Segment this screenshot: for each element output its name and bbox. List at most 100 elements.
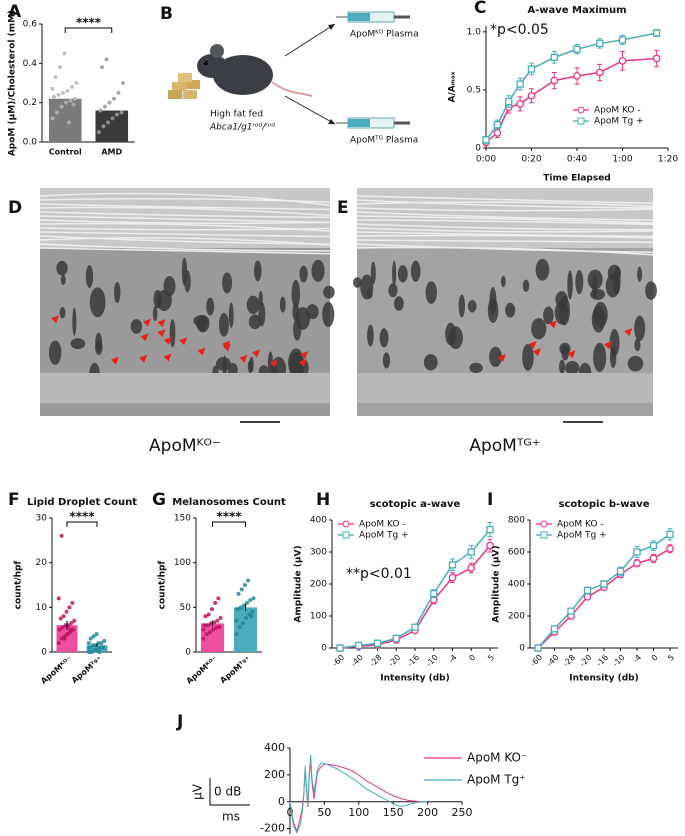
syringe-fluid [348, 13, 370, 21]
significance-label: **** [216, 510, 242, 524]
x-tick-label: 1:20 [658, 155, 678, 165]
tissue-fiber [39, 247, 331, 255]
y-tick-label: 0 [278, 795, 285, 808]
melanosome [370, 261, 376, 285]
mouse-tail [271, 81, 313, 97]
y-tick-label: 100 [310, 612, 327, 622]
data-point [50, 116, 55, 121]
melanosome [559, 359, 566, 374]
data-point [58, 616, 63, 621]
arrow-marker [110, 356, 119, 365]
melanosome [522, 343, 534, 371]
data-point [205, 623, 210, 628]
syringe [336, 11, 410, 23]
data-point [115, 112, 120, 117]
significance-bracket [212, 521, 246, 527]
data-point [99, 641, 104, 646]
data-point [213, 600, 218, 605]
data-point [57, 627, 62, 632]
series-line [485, 32, 657, 141]
melanosome [306, 304, 319, 320]
tissue-fiber [356, 215, 654, 224]
data-point [119, 110, 124, 115]
bar [200, 623, 225, 652]
y-tick-label: 200 [508, 612, 525, 622]
arrow-marker [139, 354, 148, 363]
legend-label: ApoM Tg + [594, 117, 644, 127]
melanosome [246, 295, 260, 315]
data-point [56, 596, 61, 601]
legend-marker [577, 117, 585, 125]
arrow-head [328, 24, 335, 30]
data-point [248, 598, 253, 603]
melanosome [634, 315, 646, 342]
tissue-fiber [356, 195, 654, 205]
data-point [98, 108, 103, 113]
data-point [56, 92, 61, 97]
mouse-ear [210, 44, 224, 58]
melanosome [410, 260, 421, 282]
data-point [206, 612, 211, 617]
data-point [239, 587, 244, 592]
melanosome [469, 362, 483, 374]
bar [48, 98, 82, 142]
melanosome [394, 296, 404, 311]
data-point [251, 596, 256, 601]
data-point [86, 641, 91, 646]
data-marker [516, 99, 524, 108]
data-marker [527, 65, 536, 73]
x-tick-label: -16 [406, 653, 422, 669]
tissue-fiber [39, 219, 331, 225]
arrow-marker [239, 354, 248, 363]
data-marker [336, 644, 344, 652]
data-point [238, 605, 243, 610]
tissue-fiber [39, 215, 331, 224]
data-point [202, 623, 207, 628]
data-marker [652, 54, 661, 63]
data-marker [534, 644, 542, 652]
data-marker [516, 80, 524, 88]
micrograph-label: ApoMᴷᴼ⁻ [149, 436, 221, 456]
data-point [50, 86, 55, 91]
data-marker [493, 129, 502, 137]
x-tick-label: 0:20 [521, 155, 541, 165]
melanosome [634, 338, 641, 352]
tissue-fiber [356, 201, 654, 208]
y-tick-label: 100 [174, 558, 191, 568]
melanosome [153, 289, 162, 309]
y-tick-label: 0.4 [23, 59, 38, 69]
melanosome [279, 296, 286, 313]
data-marker [482, 136, 490, 144]
membrane [40, 373, 330, 403]
data-point [94, 632, 99, 637]
data-point [69, 620, 74, 625]
data-marker [493, 121, 502, 129]
arrow-marker [197, 347, 206, 356]
melanosome [70, 338, 86, 350]
x-tick-label: AMD [101, 148, 122, 157]
y-tick-label: 10 [36, 603, 48, 613]
x-tick-label: 0:00 [476, 155, 496, 165]
data-point [62, 636, 67, 641]
x-tick-label: 0:40 [567, 155, 587, 165]
x-tick-label: Control [49, 148, 82, 157]
panel-letter: G [152, 490, 166, 510]
arrow-marker [143, 318, 152, 327]
data-marker [666, 544, 674, 553]
tissue-fiber [39, 243, 331, 252]
data-marker [550, 76, 559, 85]
data-point [87, 645, 92, 650]
data-point [242, 583, 247, 587]
x-tick-label: -10 [611, 653, 627, 669]
arrow-marker [222, 343, 231, 352]
data-point [64, 609, 69, 614]
y-tick-label: 400 [264, 741, 285, 754]
x-tick-label: 5 [486, 653, 496, 663]
data-point [54, 110, 59, 115]
bar [95, 110, 129, 142]
melanosome [366, 288, 373, 299]
y-tick-label: 200 [310, 580, 327, 590]
melanosome [425, 281, 437, 304]
data-marker [567, 607, 575, 615]
